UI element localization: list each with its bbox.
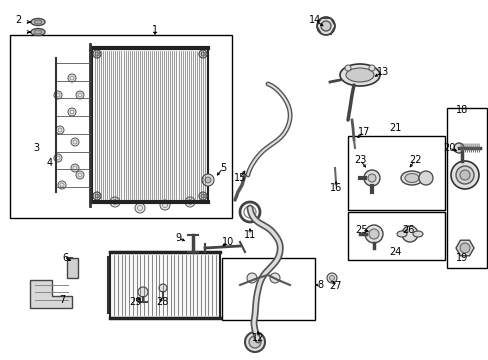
Text: 24: 24 bbox=[388, 247, 400, 257]
Text: 19: 19 bbox=[455, 253, 467, 263]
Text: 23: 23 bbox=[353, 155, 366, 165]
Circle shape bbox=[368, 65, 374, 71]
Circle shape bbox=[246, 273, 257, 283]
Text: 29: 29 bbox=[128, 297, 141, 307]
Ellipse shape bbox=[396, 231, 406, 237]
Circle shape bbox=[68, 108, 76, 116]
Bar bbox=[92, 48, 207, 202]
Bar bbox=[347, 136, 444, 210]
Circle shape bbox=[316, 17, 334, 35]
Circle shape bbox=[244, 332, 264, 352]
Circle shape bbox=[401, 226, 417, 242]
Text: 1: 1 bbox=[152, 25, 158, 35]
Ellipse shape bbox=[400, 171, 422, 185]
Text: 5: 5 bbox=[220, 163, 225, 173]
Text: 16: 16 bbox=[329, 183, 342, 193]
Circle shape bbox=[201, 52, 204, 56]
Ellipse shape bbox=[412, 231, 422, 237]
Text: 13: 13 bbox=[376, 67, 388, 77]
Text: 11: 11 bbox=[244, 230, 256, 240]
Circle shape bbox=[135, 203, 145, 213]
Ellipse shape bbox=[404, 174, 418, 183]
Circle shape bbox=[110, 197, 120, 207]
Polygon shape bbox=[30, 280, 72, 308]
Circle shape bbox=[367, 174, 375, 182]
Bar bbox=[67, 258, 78, 278]
Text: 28: 28 bbox=[156, 297, 168, 307]
Circle shape bbox=[363, 170, 379, 186]
Circle shape bbox=[345, 65, 350, 71]
Text: 26: 26 bbox=[401, 225, 413, 235]
Text: 20: 20 bbox=[442, 143, 454, 153]
Circle shape bbox=[56, 126, 64, 134]
Circle shape bbox=[455, 166, 473, 184]
Text: 25: 25 bbox=[355, 225, 367, 235]
Circle shape bbox=[76, 91, 84, 99]
Ellipse shape bbox=[34, 30, 42, 34]
Circle shape bbox=[368, 229, 378, 239]
Circle shape bbox=[93, 192, 101, 200]
Circle shape bbox=[76, 171, 84, 179]
Ellipse shape bbox=[31, 28, 45, 36]
Circle shape bbox=[138, 287, 148, 297]
Circle shape bbox=[202, 174, 214, 186]
Bar bbox=[347, 212, 444, 260]
Text: 22: 22 bbox=[408, 155, 420, 165]
Text: 17: 17 bbox=[357, 127, 369, 137]
Circle shape bbox=[199, 192, 206, 200]
Ellipse shape bbox=[34, 20, 42, 24]
Circle shape bbox=[68, 74, 76, 82]
Circle shape bbox=[160, 200, 170, 210]
Circle shape bbox=[450, 161, 478, 189]
Circle shape bbox=[329, 275, 334, 280]
Bar bbox=[446, 108, 486, 268]
Ellipse shape bbox=[31, 18, 45, 26]
Text: 14: 14 bbox=[308, 15, 321, 25]
Circle shape bbox=[58, 181, 66, 189]
Circle shape bbox=[201, 194, 204, 198]
Circle shape bbox=[248, 336, 261, 348]
Text: 12: 12 bbox=[251, 333, 264, 343]
Text: 2: 2 bbox=[15, 15, 21, 25]
Circle shape bbox=[364, 225, 382, 243]
Circle shape bbox=[54, 154, 62, 162]
Text: 21: 21 bbox=[388, 123, 400, 133]
Circle shape bbox=[204, 177, 210, 183]
Text: 18: 18 bbox=[455, 105, 467, 115]
Text: 4: 4 bbox=[47, 158, 53, 168]
Text: 9: 9 bbox=[175, 233, 181, 243]
Circle shape bbox=[95, 194, 99, 198]
Bar bbox=[222, 258, 314, 320]
Text: 15: 15 bbox=[233, 173, 245, 183]
Circle shape bbox=[199, 50, 206, 58]
Bar bbox=[110, 252, 220, 318]
Circle shape bbox=[71, 138, 79, 146]
Circle shape bbox=[418, 171, 432, 185]
Circle shape bbox=[184, 197, 195, 207]
Text: 27: 27 bbox=[328, 281, 341, 291]
Circle shape bbox=[320, 21, 330, 31]
Circle shape bbox=[326, 273, 336, 283]
Circle shape bbox=[269, 273, 280, 283]
Circle shape bbox=[453, 143, 463, 153]
Ellipse shape bbox=[339, 64, 379, 86]
Circle shape bbox=[159, 284, 167, 292]
Circle shape bbox=[459, 170, 469, 180]
Text: 8: 8 bbox=[316, 280, 323, 290]
Circle shape bbox=[459, 243, 469, 253]
Circle shape bbox=[71, 164, 79, 172]
Text: 6: 6 bbox=[62, 253, 68, 263]
Text: 10: 10 bbox=[222, 237, 234, 247]
Text: 7: 7 bbox=[59, 295, 65, 305]
Polygon shape bbox=[455, 240, 473, 256]
Text: 3: 3 bbox=[33, 143, 39, 153]
Circle shape bbox=[54, 91, 62, 99]
Ellipse shape bbox=[346, 68, 373, 82]
Circle shape bbox=[93, 50, 101, 58]
Circle shape bbox=[95, 52, 99, 56]
Bar bbox=[10, 35, 231, 218]
